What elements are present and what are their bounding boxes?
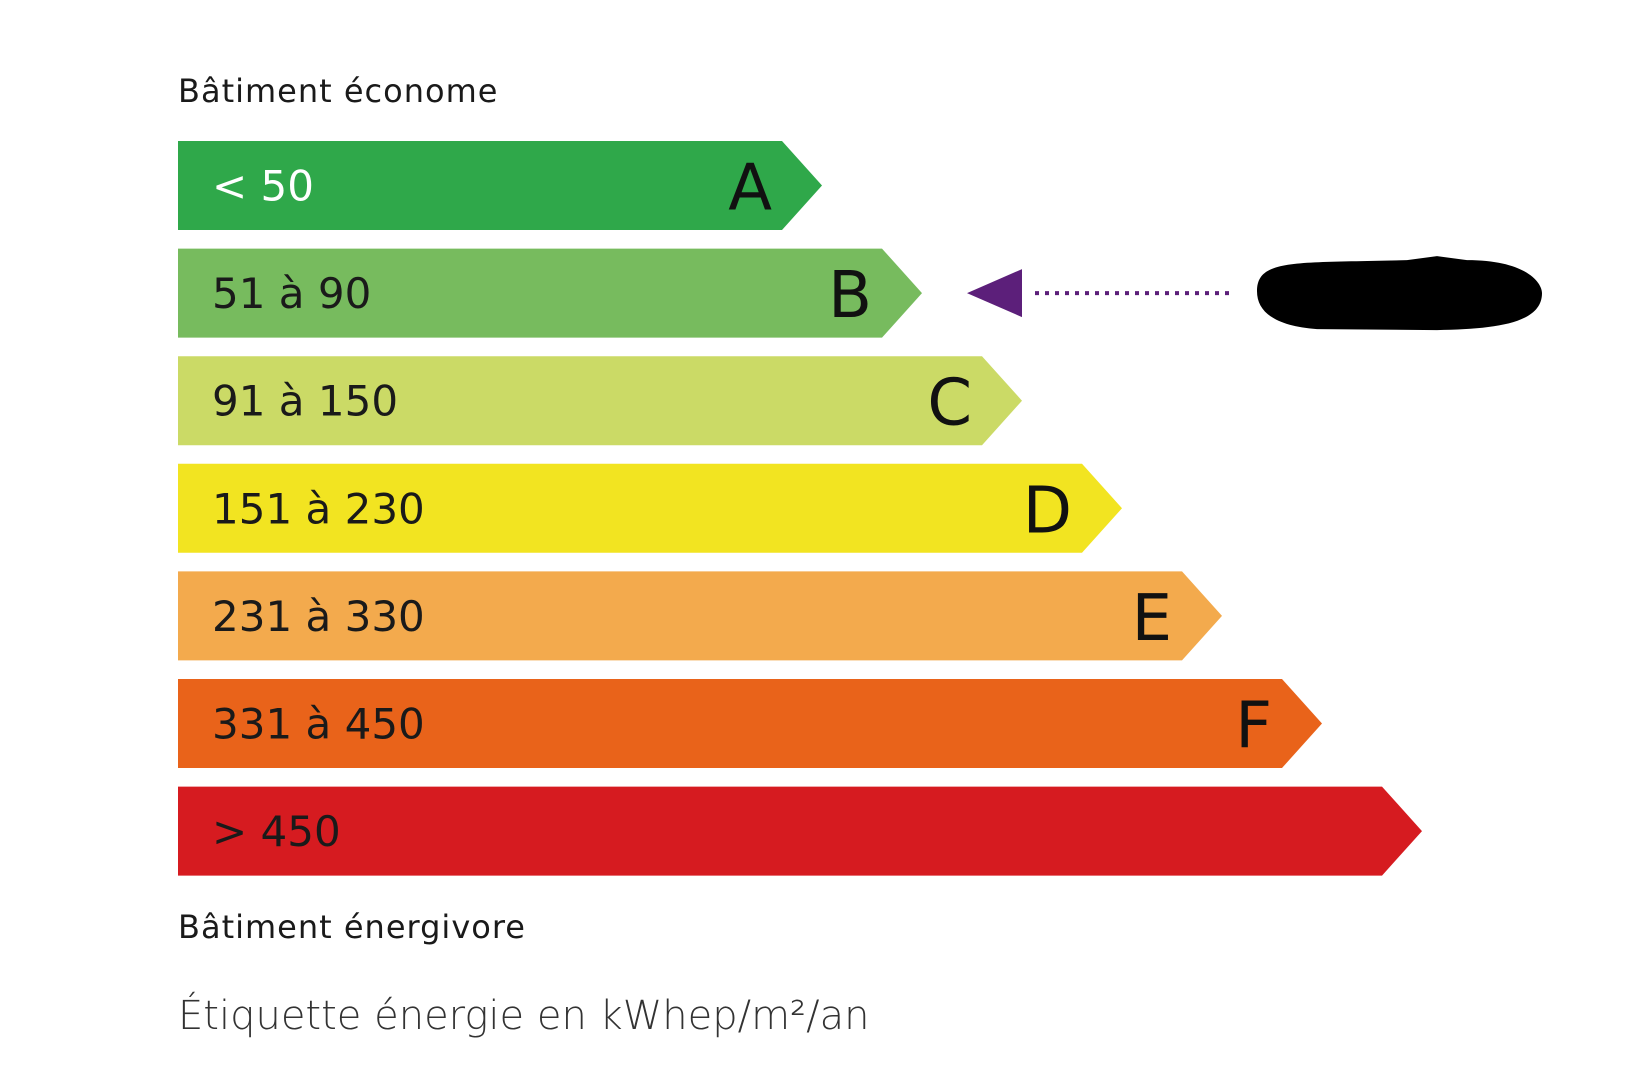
redacted-value	[1257, 256, 1542, 331]
energy-class-bar-e	[178, 571, 1222, 661]
energy-label-unit: Étiquette énergie en kWhep/m²/an	[178, 993, 870, 1039]
energy-class-range: > 450	[212, 807, 341, 856]
energy-class-bar-c	[178, 356, 1022, 446]
efficient-building-label: Bâtiment économe	[178, 72, 499, 110]
energy-class-range: < 50	[212, 162, 314, 211]
energy-class-letter: A	[728, 152, 772, 226]
energy-class-letter: C	[927, 367, 972, 441]
energy-class-letter: D	[1023, 474, 1072, 548]
energy-class-range: 51 à 90	[212, 269, 371, 318]
energy-class-range: 231 à 330	[212, 592, 425, 641]
current-class-arrow-icon	[967, 269, 1022, 318]
energy-class-letter: E	[1132, 582, 1172, 656]
energy-class-letter: B	[828, 259, 872, 333]
energy-class-letter: F	[1235, 690, 1272, 764]
energy-class-bar-g	[178, 786, 1422, 876]
energy-class-bar-d	[178, 463, 1122, 553]
energy-class-bar-a	[178, 141, 822, 230]
energy-class-range: 151 à 230	[212, 484, 425, 533]
energy-intensive-building-label: Bâtiment énergivore	[178, 908, 526, 946]
energy-class-bar-b	[178, 248, 922, 338]
energy-class-range: 91 à 150	[212, 377, 398, 426]
energy-class-range: 331 à 450	[212, 700, 425, 749]
energy-class-bar-f	[178, 679, 1322, 768]
